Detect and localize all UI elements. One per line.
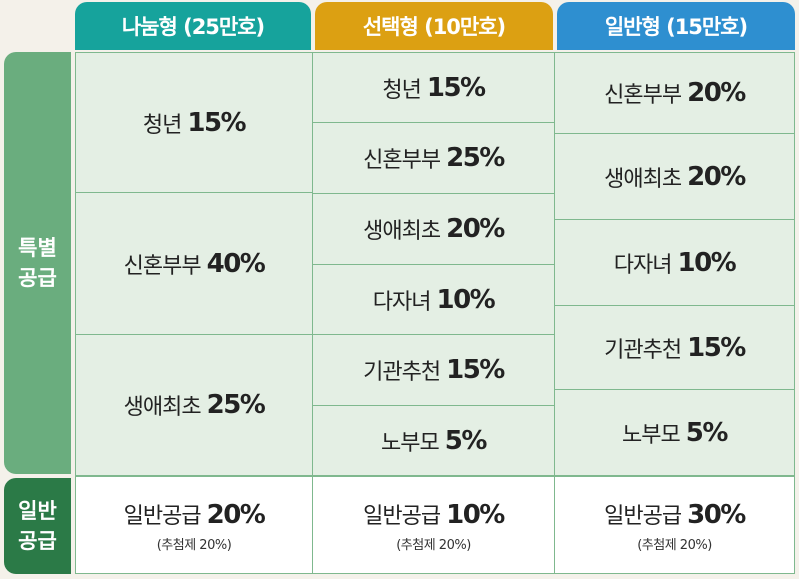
cell-value: 15% xyxy=(187,107,246,138)
seontaek-row-elderly-parent: 노부모 5% xyxy=(312,405,555,476)
seontaek-row-newlywed: 신혼부부 25% xyxy=(312,122,555,194)
ilban-row-institution: 기관추천 15% xyxy=(554,305,795,390)
general-value: 20% xyxy=(206,499,266,530)
cell-label: 노부모 xyxy=(381,430,440,456)
ilban-row-newlywed: 신혼부부 20% xyxy=(554,52,795,134)
nanum-row-youth: 청년 15% xyxy=(75,52,313,193)
cell-value: 10% xyxy=(677,247,737,278)
nanum-row-first-time: 생애최초 25% xyxy=(75,334,313,476)
cell-label: 청년 xyxy=(142,112,182,138)
seontaek-row-institution: 기관추천 15% xyxy=(312,334,555,406)
cell-label: 다자녀 xyxy=(613,252,673,278)
cell-label: 신혼부부 xyxy=(363,148,441,173)
side-special-line2: 공급 xyxy=(18,266,57,290)
nanum-row-newlywed: 신혼부부 40% xyxy=(75,192,313,335)
cell-label: 생애최초 xyxy=(604,166,682,192)
cell-value: 15% xyxy=(426,72,486,103)
lottery-note: (추첨제 20%) xyxy=(396,537,471,553)
side-general-line2: 공급 xyxy=(18,529,57,553)
header-ilban: 일반형 (15만호) xyxy=(557,2,795,50)
seontaek-row-multi-child: 다자녀 10% xyxy=(312,264,555,335)
cell-value: 5% xyxy=(444,425,488,456)
general-value: 10% xyxy=(446,499,505,530)
cell-label: 노부모 xyxy=(622,422,681,448)
nanum-general-supply: 일반공급 20% (추첨제 20%) xyxy=(75,476,313,574)
lottery-note: (추첨제 20%) xyxy=(637,537,712,553)
cell-label: 기관추천 xyxy=(363,360,441,385)
side-label-general-supply: 일반 공급 xyxy=(4,478,71,574)
cell-value: 20% xyxy=(687,78,746,108)
ilban-row-elderly-parent: 노부모 5% xyxy=(554,389,795,476)
cell-label: 다자녀 xyxy=(372,289,432,315)
cell-label: 청년 xyxy=(382,77,421,103)
ilban-general-supply: 일반공급 30% (추첨제 20%) xyxy=(554,476,795,574)
cell-value: 15% xyxy=(687,332,746,363)
seontaek-general-supply: 일반공급 10% (추첨제 20%) xyxy=(312,476,555,574)
ilban-row-first-time: 생애최초 20% xyxy=(554,133,795,220)
header-seontaek-label: 선택형 (10만호) xyxy=(362,15,506,39)
cell-value: 20% xyxy=(446,214,505,244)
side-label-special-supply: 특별 공급 xyxy=(4,52,71,474)
cell-value: 15% xyxy=(446,355,505,385)
seontaek-row-youth: 청년 15% xyxy=(312,52,555,123)
header-nanum: 나눔형 (25만호) xyxy=(75,2,311,50)
cell-value: 10% xyxy=(436,284,496,315)
cell-value: 40% xyxy=(206,248,266,279)
side-general-line1: 일반 xyxy=(18,499,57,523)
cell-value: 25% xyxy=(446,143,505,173)
general-label: 일반공급 xyxy=(123,503,202,529)
header-nanum-label: 나눔형 (25만호) xyxy=(121,15,265,39)
general-label: 일반공급 xyxy=(363,503,441,529)
cell-value: 20% xyxy=(687,161,746,192)
general-value: 30% xyxy=(687,499,746,530)
cell-label: 신혼부부 xyxy=(604,83,682,108)
cell-label: 생애최초 xyxy=(123,395,202,420)
cell-value: 25% xyxy=(206,390,266,420)
ilban-row-multi-child: 다자녀 10% xyxy=(554,219,795,306)
side-special-line1: 특별 xyxy=(18,236,57,260)
cell-label: 신혼부부 xyxy=(123,253,202,279)
cell-label: 기관추천 xyxy=(604,337,682,363)
header-seontaek: 선택형 (10만호) xyxy=(315,2,553,50)
cell-value: 5% xyxy=(685,417,729,448)
seontaek-row-first-time: 생애최초 20% xyxy=(312,193,555,265)
lottery-note: (추첨제 20%) xyxy=(156,537,232,553)
general-label: 일반공급 xyxy=(604,503,682,529)
cell-label: 생애최초 xyxy=(363,219,441,244)
header-ilban-label: 일반형 (15만호) xyxy=(604,15,748,39)
